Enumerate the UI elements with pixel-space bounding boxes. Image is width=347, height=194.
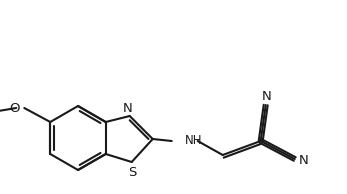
Text: N: N — [262, 89, 272, 102]
Text: N: N — [123, 102, 133, 115]
Text: S: S — [128, 165, 137, 178]
Text: N: N — [299, 154, 308, 167]
Text: O: O — [9, 101, 19, 114]
Text: NH: NH — [185, 134, 202, 147]
